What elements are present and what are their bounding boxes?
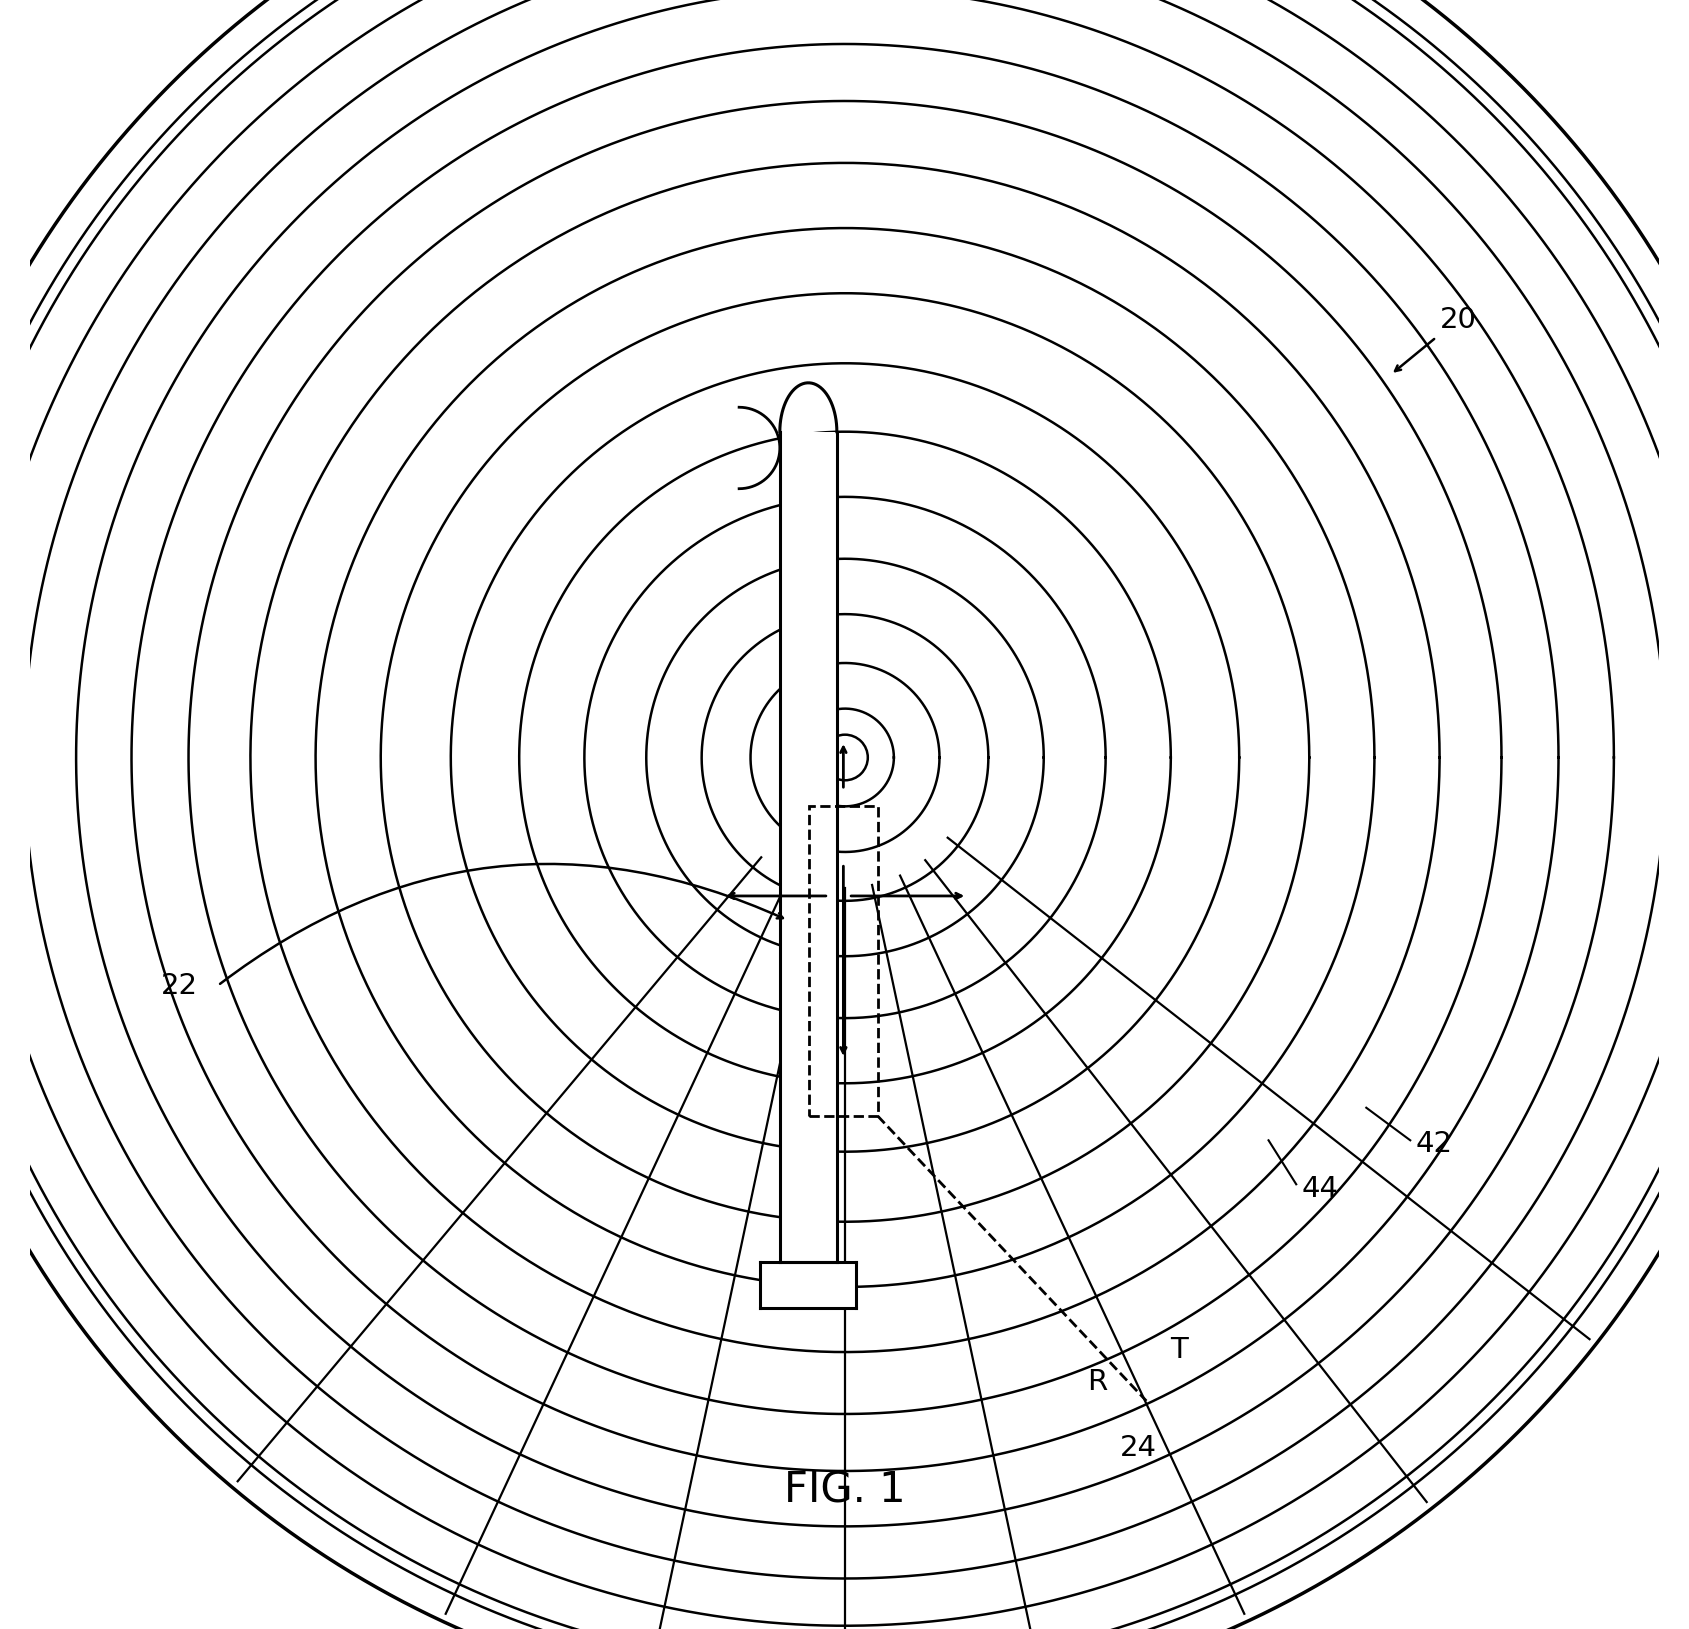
Text: T: T [1169, 1336, 1187, 1363]
Text: 24: 24 [1120, 1434, 1155, 1461]
Bar [760, 1262, 856, 1308]
Text: 42: 42 [1414, 1129, 1451, 1158]
Bar [779, 432, 836, 1262]
Bar [809, 806, 877, 1116]
Text: 20: 20 [1439, 306, 1476, 334]
Text: FIG. 1: FIG. 1 [784, 1469, 905, 1512]
Text: 44: 44 [1301, 1175, 1338, 1204]
Text: 22: 22 [160, 971, 198, 1000]
Text: R: R [1086, 1368, 1106, 1396]
